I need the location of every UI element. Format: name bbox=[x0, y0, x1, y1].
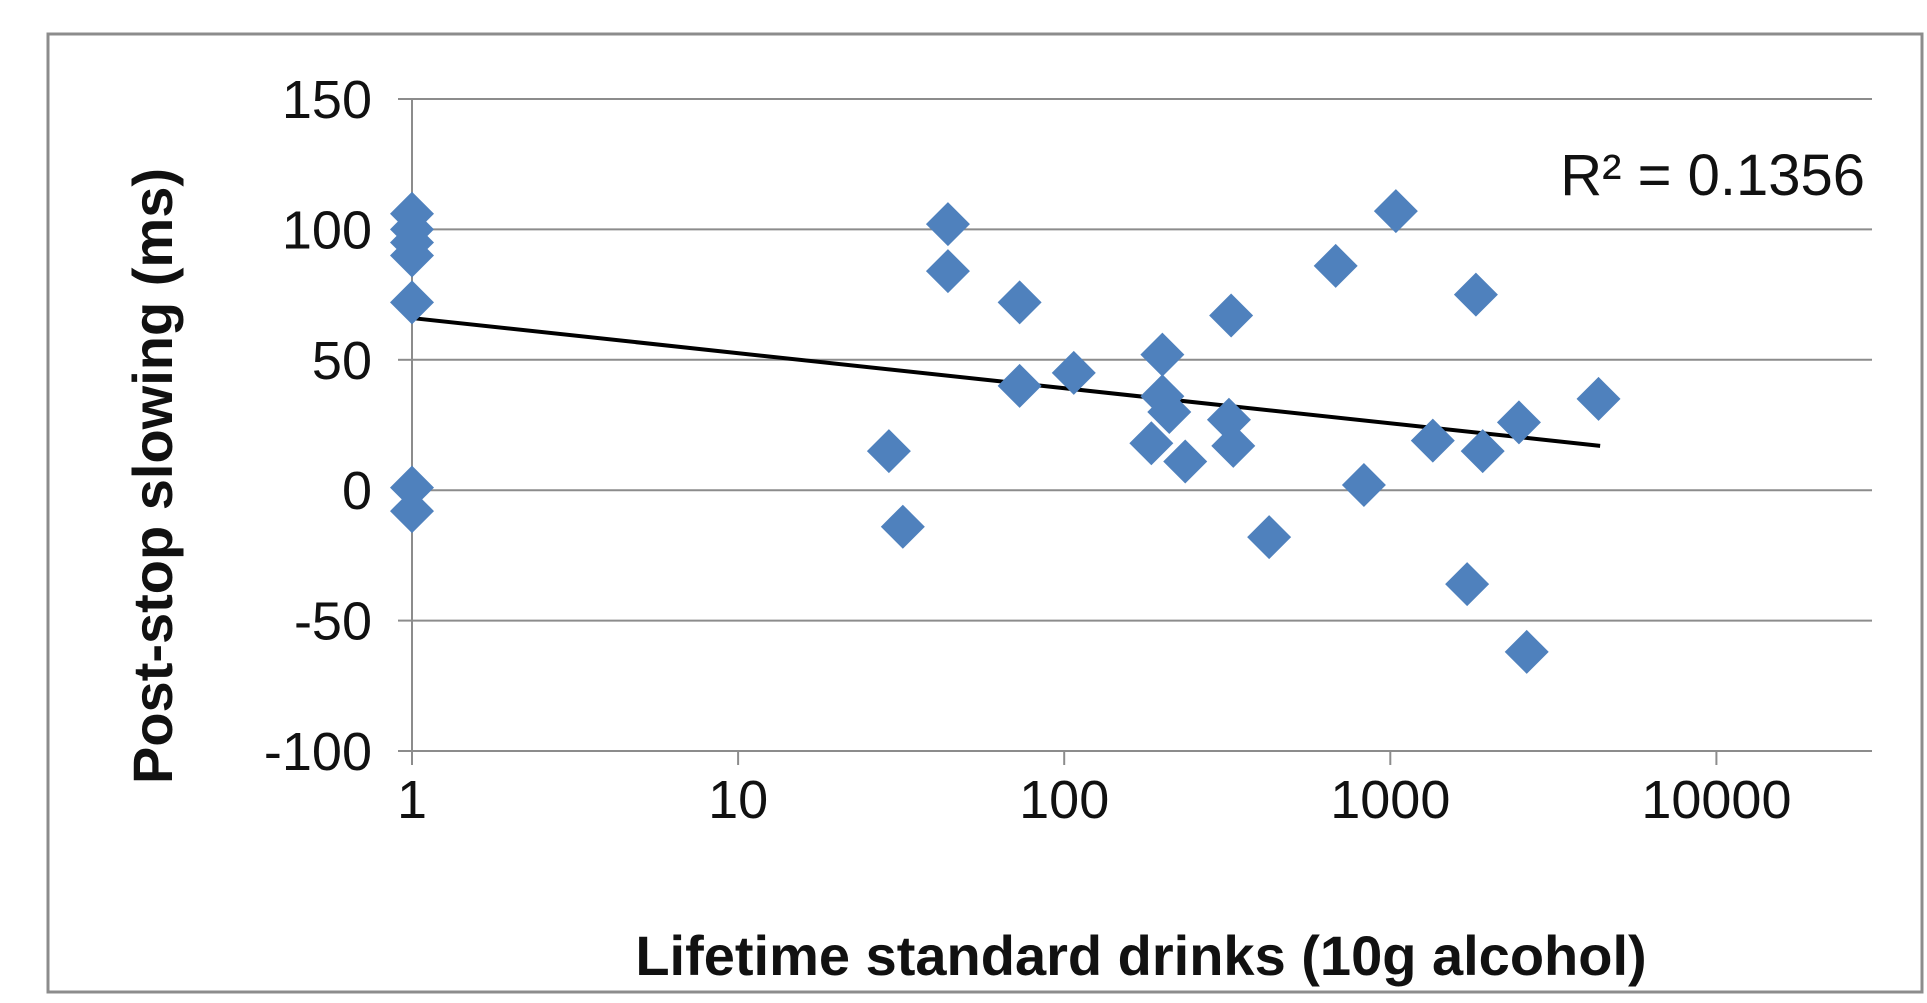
data-point bbox=[1313, 243, 1358, 288]
data-point bbox=[1341, 462, 1386, 507]
x-tick-label: 10 bbox=[708, 770, 768, 830]
data-point bbox=[390, 280, 434, 325]
chart-border bbox=[46, 32, 1924, 994]
data-point bbox=[997, 363, 1042, 408]
x-axis-title: Lifetime standard drinks (10g alcohol) bbox=[635, 924, 1646, 987]
data-point bbox=[390, 233, 434, 278]
y-axis-title: Post-stop slowing (ms) bbox=[121, 168, 184, 784]
data-point bbox=[997, 280, 1042, 325]
data-point bbox=[925, 249, 970, 294]
data-point bbox=[866, 429, 911, 474]
data-point bbox=[1147, 389, 1192, 434]
data-point bbox=[1496, 400, 1541, 445]
data-point bbox=[1247, 515, 1292, 560]
data-point bbox=[1140, 332, 1185, 377]
data-point bbox=[1163, 439, 1208, 484]
data-point bbox=[1445, 562, 1490, 607]
y-tick-label: 100 bbox=[282, 200, 372, 260]
data-point bbox=[1504, 629, 1549, 674]
x-tick-label: 10000 bbox=[1641, 770, 1791, 830]
data-point bbox=[1460, 429, 1505, 474]
data-point bbox=[1211, 423, 1256, 468]
x-tick-label: 1000 bbox=[1330, 770, 1450, 830]
data-point bbox=[1209, 293, 1254, 338]
data-point bbox=[1576, 376, 1621, 421]
data-point bbox=[1129, 421, 1174, 466]
data-point bbox=[1373, 189, 1418, 234]
y-tick-label: -100 bbox=[264, 722, 372, 782]
data-point bbox=[1453, 272, 1498, 317]
y-tick-label: -50 bbox=[294, 592, 372, 652]
data-point bbox=[880, 504, 925, 549]
data-point bbox=[1410, 418, 1455, 463]
data-point bbox=[390, 489, 434, 534]
data-point bbox=[390, 465, 434, 510]
data-point bbox=[1051, 350, 1096, 395]
x-tick-label: 100 bbox=[1019, 770, 1109, 830]
x-tick-label: 1 bbox=[397, 770, 427, 830]
y-tick-label: 0 bbox=[342, 461, 372, 521]
data-point bbox=[925, 202, 970, 247]
y-tick-label: 50 bbox=[312, 331, 372, 391]
y-tick-label: 150 bbox=[282, 70, 372, 130]
r-squared-annotation: R² = 0.1356 bbox=[1560, 143, 1865, 208]
